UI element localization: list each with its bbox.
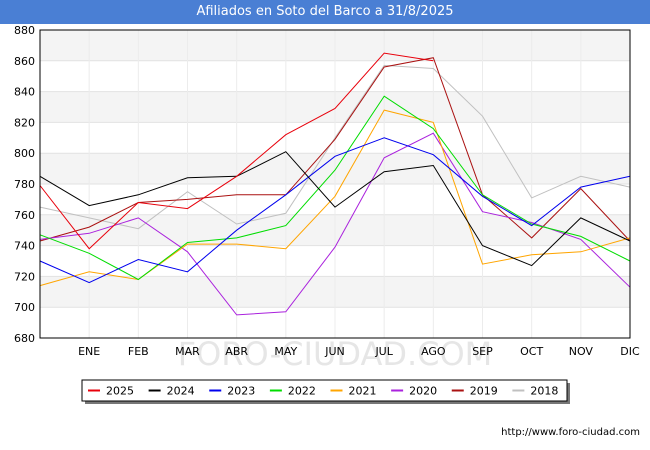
x-tick-label: JUN xyxy=(324,345,345,358)
series-line-2025 xyxy=(39,52,434,250)
x-axis-ticks: ENE FEB MAR ABR MAY JUN JUL AGO SEP OCT NOV DIC xyxy=(78,345,640,358)
y-tick-label: 700 xyxy=(14,301,35,314)
legend-label-2025: 2025 xyxy=(106,385,134,398)
y-tick-label: 680 xyxy=(14,332,35,345)
legend: 2025 2024 2023 2022 2021 2020 2019 2018 xyxy=(81,379,570,404)
x-tick-label: ABR xyxy=(225,345,248,358)
chart-title: Afiliados en Soto del Barco a 31/8/2025 xyxy=(0,0,650,24)
legend-box xyxy=(81,379,568,402)
series-line-2024 xyxy=(39,151,631,267)
watermark: FORO-CIUDAD.COM xyxy=(178,335,493,373)
x-tick-label: SEP xyxy=(472,345,493,358)
series-line-2022 xyxy=(39,95,631,281)
plot-frame xyxy=(39,29,631,339)
y-tick-label: 780 xyxy=(14,178,35,191)
source-url[interactable]: http://www.foro-ciudad.com xyxy=(501,427,640,438)
y-tick-label: 800 xyxy=(14,147,35,160)
legend-label-2019: 2019 xyxy=(470,385,498,398)
series-line-2018 xyxy=(39,64,631,230)
x-tick-label: DIC xyxy=(620,345,640,358)
x-tick-label: OCT xyxy=(520,345,543,358)
legend-label-2024: 2024 xyxy=(167,385,195,398)
series-line-2023 xyxy=(39,137,631,284)
x-tick-label: MAR xyxy=(175,345,200,358)
y-tick-label: 840 xyxy=(14,86,35,99)
legend-label-2018: 2018 xyxy=(530,385,558,398)
x-tick-label: NOV xyxy=(569,345,594,358)
y-tick-label: 860 xyxy=(14,55,35,68)
series-line-2020 xyxy=(39,132,631,316)
series-lines xyxy=(39,52,631,316)
x-tick-label: FEB xyxy=(128,345,149,358)
legend-label-2023: 2023 xyxy=(227,385,255,398)
y-tick-label: 720 xyxy=(14,270,35,283)
legend-label-2021: 2021 xyxy=(349,385,377,398)
y-tick-label: 740 xyxy=(14,240,35,253)
y-tick-label: 820 xyxy=(14,116,35,129)
x-tick-label: ENE xyxy=(78,345,100,358)
y-tick-label: 880 xyxy=(14,24,35,37)
x-tick-label: JUL xyxy=(374,345,393,358)
x-tick-label: AGO xyxy=(421,345,446,358)
legend-label-2022: 2022 xyxy=(288,385,316,398)
y-axis-ticks: 680 700 720 740 760 780 800 820 840 860 880 xyxy=(14,24,35,345)
y-tick-label: 760 xyxy=(14,209,35,222)
legend-label-2020: 2020 xyxy=(409,385,437,398)
x-tick-label: MAY xyxy=(274,345,297,358)
